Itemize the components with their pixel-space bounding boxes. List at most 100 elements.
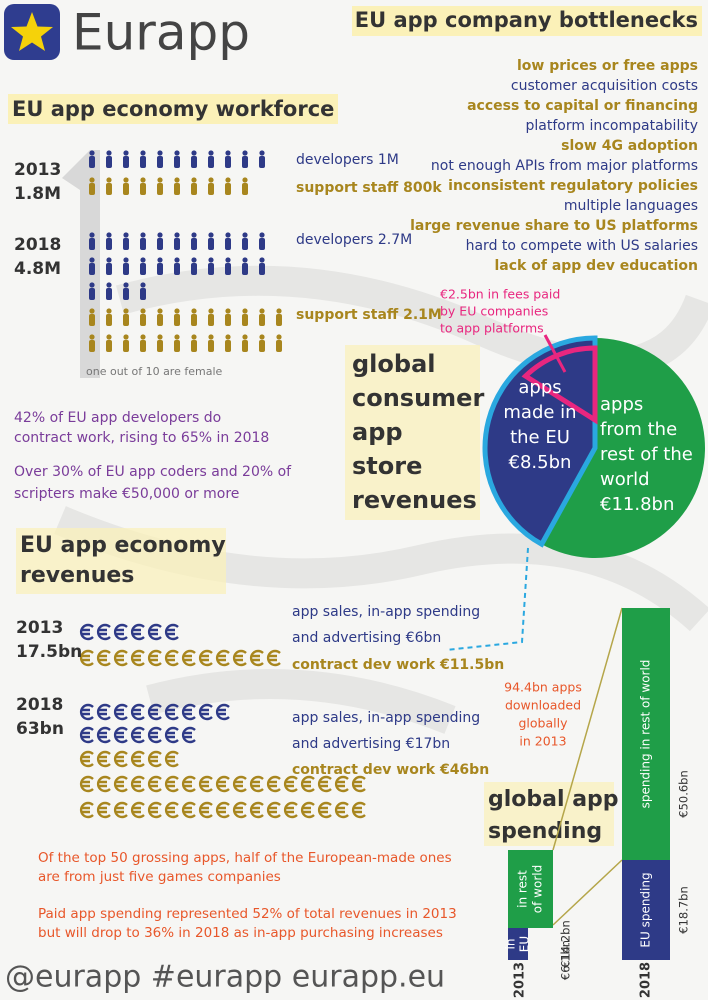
person-icon	[157, 340, 163, 352]
bar-value: €18.7bn	[677, 886, 691, 934]
person-icon	[276, 314, 282, 326]
person-icon	[225, 238, 231, 250]
bar-label: spending in rest of world	[639, 660, 653, 809]
revenues-title: EU app economy	[20, 533, 226, 558]
person-icon	[259, 334, 265, 340]
euro-icon	[79, 623, 94, 641]
note: scripters make €50,000 or more	[14, 486, 239, 502]
euro-icon	[351, 775, 366, 793]
total: 1.8M	[14, 184, 61, 204]
person-icon	[208, 308, 214, 314]
downloads-label: globally	[519, 716, 569, 731]
person-icon	[208, 238, 214, 250]
eu-label: €8.5bn	[509, 452, 572, 473]
person-icon	[123, 263, 129, 275]
euro-icon	[266, 649, 281, 667]
person-icon	[123, 340, 129, 352]
person-icon	[106, 340, 112, 352]
euro-icon	[164, 726, 179, 744]
euro-icon	[334, 801, 349, 819]
note: Over 30% of EU app coders and 20% of	[14, 464, 292, 480]
fees-label: €2.5bn in fees paid	[440, 287, 560, 302]
bar-year: 2018	[639, 962, 654, 998]
pie-eu	[482, 335, 598, 548]
euro-icon	[334, 775, 349, 793]
euro-icon	[317, 775, 332, 793]
rest-label: world	[600, 469, 650, 490]
note: Of the top 50 grossing apps, half of the…	[38, 850, 452, 866]
person-icon	[157, 263, 163, 275]
sales-label: and advertising €17bn	[292, 736, 450, 752]
person-icon	[123, 238, 129, 250]
euro-icon	[164, 775, 179, 793]
person-icon	[123, 282, 129, 288]
eu-label: made in	[503, 402, 576, 423]
person-icon	[89, 308, 95, 314]
euro-icon	[164, 623, 179, 641]
spending-title: spending	[488, 819, 602, 844]
store-title: revenues	[352, 486, 477, 514]
downloads-label: downloaded	[505, 698, 581, 713]
person-icon	[225, 232, 231, 238]
euro-icon	[198, 649, 213, 667]
person-icon	[106, 183, 112, 195]
euro-icon	[266, 775, 281, 793]
person-icon	[259, 238, 265, 250]
person-icon	[225, 177, 231, 183]
euro-icon	[147, 801, 162, 819]
highlight	[352, 6, 702, 36]
store-title: global	[352, 350, 436, 378]
euro-icon	[147, 623, 162, 641]
person-icon	[89, 238, 95, 250]
person-icon	[140, 263, 146, 275]
person-icon	[225, 183, 231, 195]
person-icon	[208, 334, 214, 340]
euro-icon	[300, 801, 315, 819]
person-icon	[157, 308, 163, 314]
euro-icon	[283, 801, 298, 819]
euro-icon	[232, 649, 247, 667]
revenues-title: revenues	[20, 563, 134, 588]
person-icon	[106, 232, 112, 238]
highlight	[484, 782, 614, 846]
euro-icon	[249, 775, 264, 793]
person-icon	[259, 308, 265, 314]
highlight	[8, 94, 338, 124]
sales-label: and advertising €6bn	[292, 630, 441, 646]
year: 2018	[14, 235, 61, 255]
euro-icon	[130, 649, 145, 667]
euro-icon	[113, 623, 128, 641]
person-icon	[242, 150, 248, 156]
fees-pointer	[543, 334, 567, 373]
person-icon	[208, 150, 214, 156]
euro-icon	[147, 750, 162, 768]
person-icon	[242, 232, 248, 238]
rest-label: apps	[600, 394, 643, 415]
person-icon	[191, 156, 197, 168]
euro-icon	[249, 801, 264, 819]
highlight	[16, 528, 226, 594]
bottleneck: not enough APIs from major platforms	[431, 158, 698, 174]
person-icon	[242, 314, 248, 326]
euro-icon	[113, 750, 128, 768]
person-icon	[140, 340, 146, 352]
bottlenecks-title: EU app company bottlenecks	[355, 8, 698, 32]
euro-icon	[79, 750, 94, 768]
person-icon	[191, 340, 197, 352]
person-icon	[225, 334, 231, 340]
person-icon	[140, 150, 146, 156]
euro-icon	[130, 775, 145, 793]
euro-icon	[198, 801, 213, 819]
person-icon	[106, 238, 112, 250]
person-icon	[174, 150, 180, 156]
person-icon	[276, 334, 282, 340]
person-icon	[89, 257, 95, 263]
euro-icon	[96, 750, 111, 768]
bar-rest	[622, 608, 670, 860]
euro-icon	[300, 775, 315, 793]
person-icon	[174, 263, 180, 275]
person-icon	[174, 156, 180, 168]
person-icon	[208, 177, 214, 183]
person-icon	[140, 282, 146, 288]
person-icon	[174, 238, 180, 250]
